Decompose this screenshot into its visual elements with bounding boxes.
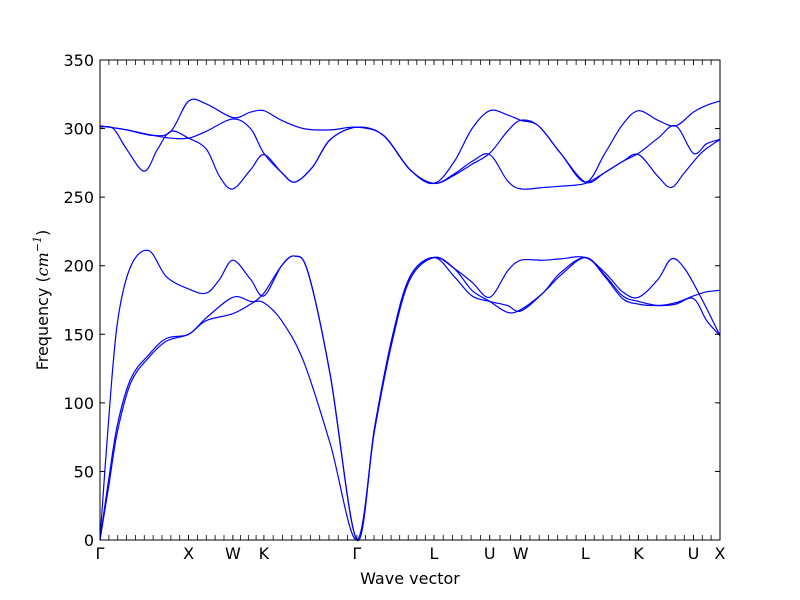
series-line-6: [99, 98, 721, 185]
plot-frame: [99, 59, 721, 541]
x-tick-label: Γ: [352, 544, 361, 563]
y-ticks-group: 0 50 100 150 200 250 300 350: [63, 51, 720, 550]
y-tick-label: 100: [63, 394, 94, 413]
x-tick-label: U: [688, 544, 700, 563]
x-tick-label: U: [484, 544, 496, 563]
y-axis-label-unit: cm: [33, 252, 52, 276]
series-line-4: [99, 125, 721, 190]
y-axis-label-suffix: ): [33, 230, 52, 236]
y-tick-label: 50: [74, 462, 94, 481]
y-tick-label: 250: [63, 188, 94, 207]
y-tick-label: 150: [63, 325, 94, 344]
y-tick-label: 0: [84, 531, 94, 550]
y-tick-label: 350: [63, 51, 94, 70]
series-group: [99, 98, 721, 541]
x-axis-label: Wave vector: [360, 569, 460, 588]
x-tick-label: L: [429, 544, 438, 563]
y-tick-label: 300: [63, 120, 94, 139]
x-tick-label: Γ: [96, 544, 105, 563]
x-tick-label: W: [513, 544, 529, 563]
x-tick-label: L: [581, 544, 590, 563]
series-line-5: [99, 118, 721, 185]
x-tick-label: K: [259, 544, 270, 563]
x-tick-label: X: [183, 544, 194, 563]
x-tick-label: X: [715, 544, 726, 563]
y-tick-label: 200: [63, 257, 94, 276]
y-axis-label: Frequency (cm−1): [31, 230, 52, 371]
series-line-1: [99, 256, 721, 541]
x-tick-label: W: [225, 544, 241, 563]
series-line-3: [99, 249, 721, 541]
y-axis-label-exponent: −1: [31, 236, 44, 252]
y-axis-label-prefix: Frequency (: [33, 276, 52, 370]
x-tick-label: K: [633, 544, 644, 563]
